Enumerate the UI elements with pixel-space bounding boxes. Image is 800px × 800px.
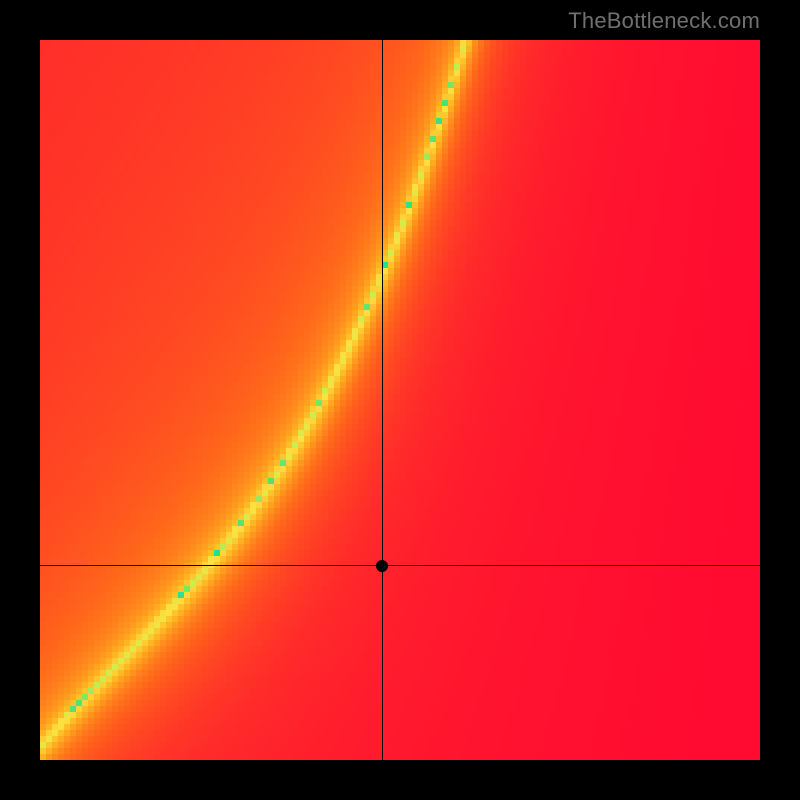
watermark-text: TheBottleneck.com — [568, 8, 760, 34]
crosshair-horizontal — [40, 565, 760, 566]
heatmap-plot — [40, 40, 760, 760]
crosshair-vertical — [382, 40, 383, 760]
marker-dot — [376, 560, 388, 572]
heatmap-canvas — [40, 40, 760, 760]
